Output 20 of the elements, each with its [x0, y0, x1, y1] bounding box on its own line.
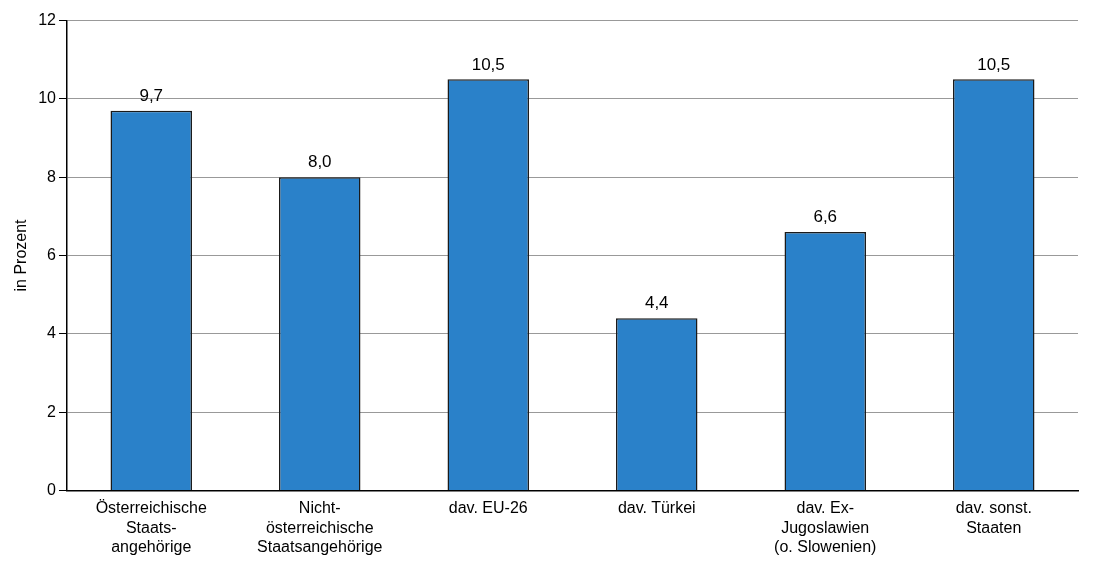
y-tick-label: 12: [38, 11, 57, 29]
y-tick-label: 2: [47, 402, 57, 420]
y-axis-title: in Prozent: [12, 218, 30, 292]
x-tick-label: dav. EU-26: [448, 499, 528, 517]
data-label: 9,7: [139, 85, 164, 105]
data-label: 4,4: [644, 293, 669, 313]
y-tick-label: 6: [47, 245, 57, 263]
x-tick-label: dav. sonst. Staaten: [955, 499, 1032, 536]
x-tick-label: dav. Türkei: [617, 499, 696, 517]
y-tick-label: 0: [47, 480, 57, 498]
data-label: 8,0: [307, 152, 332, 172]
x-tick-label: Österreichische Staats- angehörige: [95, 499, 207, 555]
y-tick-label: 4: [47, 324, 57, 342]
x-tick-label: dav. Ex- Jugoslawien (o. Slowenien): [774, 499, 877, 555]
x-tick-label: Nicht- österreichische Staatsangehörige: [257, 499, 383, 555]
y-tick-label: 8: [47, 167, 57, 185]
data-label: 10,5: [977, 54, 1011, 74]
data-label: 10,5: [471, 54, 505, 74]
data-label: 6,6: [813, 207, 838, 227]
y-tick-label: 10: [38, 89, 57, 107]
